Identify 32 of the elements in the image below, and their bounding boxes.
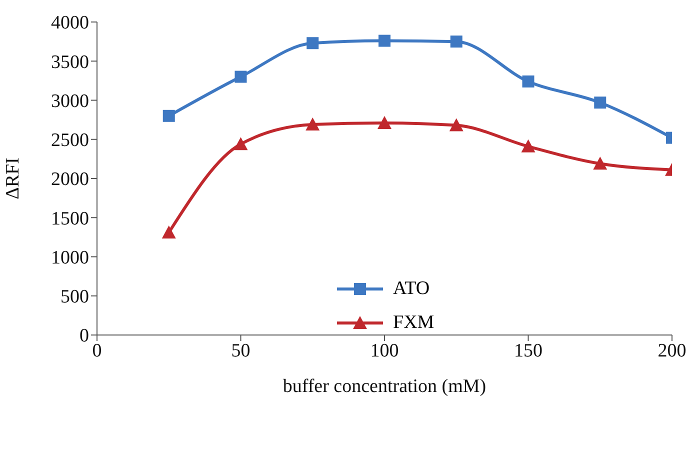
y-tick-label: 2000 bbox=[51, 169, 89, 190]
point bbox=[378, 116, 392, 129]
x-tick-label: 200 bbox=[658, 340, 686, 362]
point bbox=[306, 37, 319, 50]
legend-label: FXM bbox=[393, 312, 434, 334]
y-tick-label: 2500 bbox=[51, 130, 89, 152]
point bbox=[521, 139, 536, 152]
y-tick-label: 500 bbox=[60, 286, 89, 308]
point bbox=[234, 70, 247, 83]
point bbox=[594, 96, 606, 109]
point bbox=[450, 36, 462, 48]
point bbox=[449, 118, 464, 132]
point bbox=[593, 156, 608, 170]
x-axis-title: buffer concentration (mM) bbox=[282, 376, 486, 397]
x-tick-label: 50 bbox=[231, 340, 250, 362]
point bbox=[162, 110, 175, 122]
x-tick-label: 100 bbox=[370, 340, 399, 362]
y-tick-label: 1500 bbox=[51, 208, 89, 230]
point bbox=[522, 75, 534, 88]
point bbox=[306, 118, 320, 131]
point bbox=[378, 34, 390, 47]
x-tick-label: 0 bbox=[92, 340, 102, 362]
y-axis-title: ΔRFI bbox=[2, 158, 24, 200]
y-tick-label: 3000 bbox=[51, 90, 89, 112]
x-tick-label: 150 bbox=[514, 340, 542, 362]
point bbox=[162, 225, 176, 238]
legend-label: ATO bbox=[393, 278, 430, 300]
y-tick-label: 3500 bbox=[51, 52, 89, 73]
y-tick-label: 1000 bbox=[51, 247, 89, 268]
point bbox=[234, 137, 248, 150]
y-tick-label: 4000 bbox=[51, 12, 89, 34]
y-tick-label: 0 bbox=[80, 326, 89, 347]
